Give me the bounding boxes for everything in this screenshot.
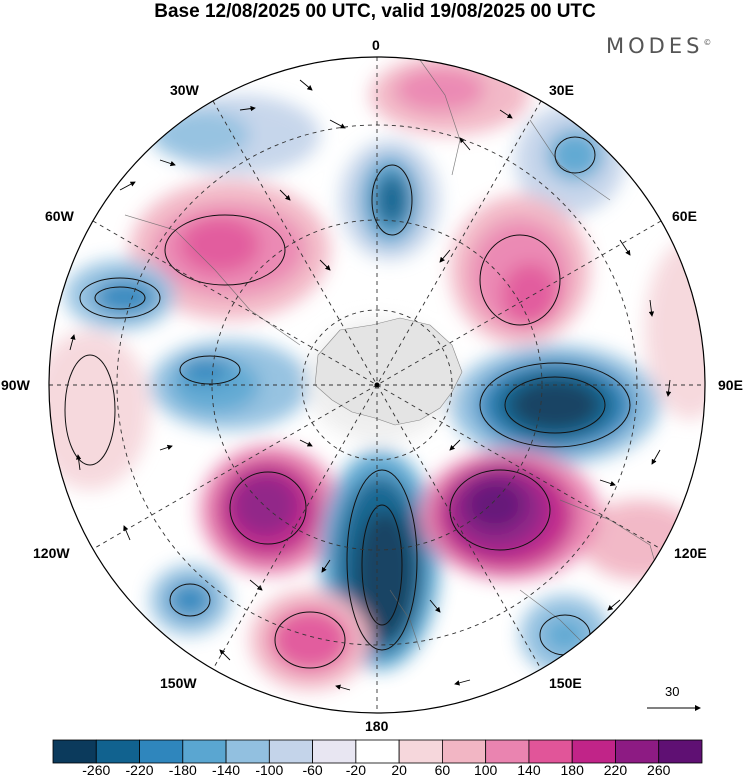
map-border	[48, 56, 706, 714]
colorbar-swatch	[312, 739, 357, 764]
lon-label-120e: 120E	[674, 545, 707, 561]
anomaly-field	[49, 57, 705, 713]
colorbar-tick-label: 20	[391, 762, 407, 778]
colorbar-tick-label: 60	[434, 762, 451, 778]
colorbar-swatch	[95, 739, 140, 764]
colorbar-swatch	[268, 739, 314, 764]
colorbar-tick-label: 140	[517, 762, 541, 778]
colorbar-swatch	[441, 739, 487, 764]
lon-label-60e: 60E	[672, 208, 697, 224]
lon-label-30e: 30E	[549, 82, 574, 98]
lon-label-150e: 150E	[549, 675, 582, 691]
colorbar-tick-label: -20	[345, 762, 366, 778]
lon-label-30w: 30W	[170, 82, 199, 98]
map-title: Base 12/08/2025 00 UTC, valid 19/08/2025…	[154, 1, 596, 22]
colorbar-tick-label: -60	[302, 762, 323, 778]
south-pole-marker	[374, 382, 380, 388]
colorbar-swatch	[571, 739, 616, 764]
colorbar-tick-label: -180	[168, 762, 197, 778]
colorbar-swatch	[139, 739, 184, 764]
colorbar-swatch	[398, 739, 443, 764]
lon-label-120w: 120W	[33, 545, 70, 561]
colorbar-swatch	[52, 739, 97, 764]
colorbar-swatch	[485, 739, 530, 764]
colorbar-tick-label: 220	[603, 762, 628, 778]
lon-label-60w: 60W	[45, 208, 74, 224]
colorbar-swatch	[615, 739, 660, 764]
lon-label-150w: 150W	[160, 675, 197, 691]
colorbar-swatch	[182, 739, 227, 764]
modes-logo: MODES©	[606, 34, 712, 58]
colorbar-tick-label: 180	[560, 762, 584, 778]
colorbar-tick-label: -260	[82, 762, 111, 778]
colorbar-tick-label: 260	[647, 762, 671, 778]
colorbar-tick-label: 100	[473, 762, 498, 778]
lon-label-180: 180	[365, 718, 389, 734]
colorbar-swatch	[355, 739, 400, 764]
graticule	[49, 57, 705, 713]
lon-label-90e: 90E	[718, 377, 743, 393]
lon-label-90w: 90W	[1, 377, 30, 393]
antarctica	[314, 317, 463, 426]
colorbar	[52, 739, 703, 764]
colorbar-tick-label: -220	[125, 762, 154, 778]
colorbar-swatch	[528, 739, 573, 764]
wind-reference-label: 30	[665, 684, 680, 699]
streamlines	[64, 136, 631, 669]
lon-label-0: 0	[372, 37, 380, 53]
wind-vectors	[69, 79, 672, 691]
colorbar-swatch	[658, 739, 703, 764]
colorbar-tick-label: -100	[255, 762, 284, 778]
colorbar-tick-label: -140	[212, 762, 241, 778]
colorbar-swatch	[225, 739, 270, 764]
